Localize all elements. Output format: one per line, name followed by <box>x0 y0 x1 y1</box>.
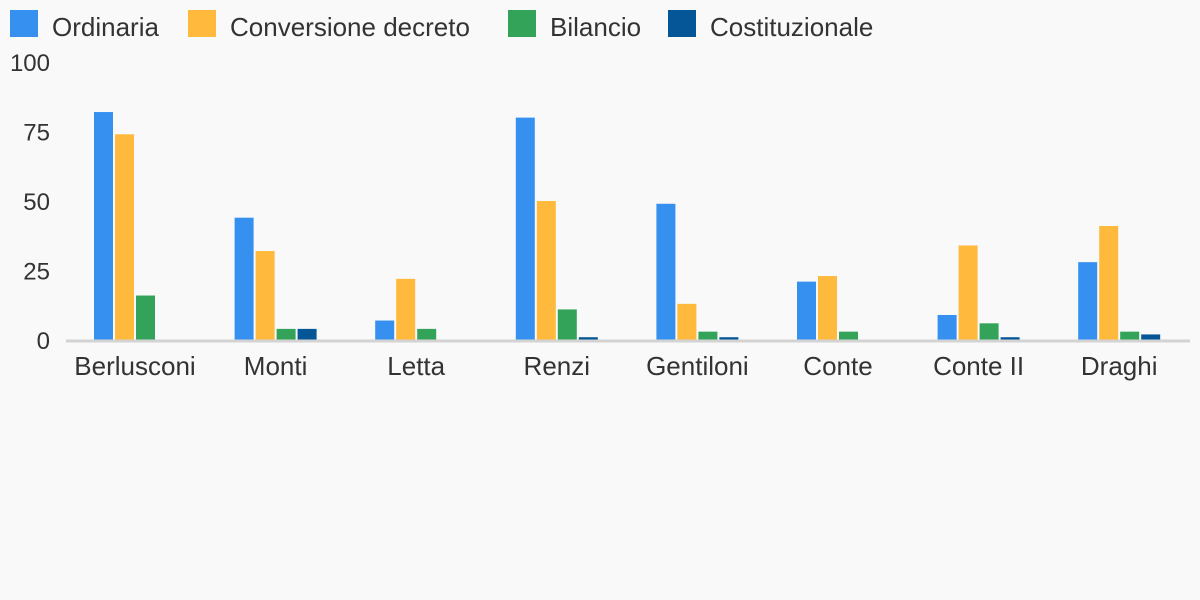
x-category-label: Conte II <box>933 351 1024 381</box>
bar <box>1120 331 1140 340</box>
bar <box>375 320 395 340</box>
legend-label-1: Ordinaria <box>52 12 159 42</box>
bar <box>937 314 957 340</box>
y-tick-label: 0 <box>37 328 50 355</box>
bar <box>656 203 676 340</box>
y-tick-label: 75 <box>23 120 50 147</box>
y-tick-label: 25 <box>23 259 50 286</box>
legend-label-2: Conversione decreto <box>230 12 470 42</box>
bar <box>94 112 113 340</box>
bar <box>719 337 739 340</box>
bars <box>94 112 1161 340</box>
x-category-label: Conte <box>803 351 872 381</box>
bar <box>1000 337 1020 340</box>
legend-swatch-1 <box>10 10 38 37</box>
x-category-label: Renzi <box>524 351 590 381</box>
bar <box>396 278 416 340</box>
legend-label-4: Costituzionale <box>710 12 873 42</box>
bar <box>115 134 134 340</box>
bar <box>1078 262 1098 340</box>
legend-swatch-2 <box>188 10 216 37</box>
bar <box>255 251 275 340</box>
y-tick-label: 50 <box>23 189 50 216</box>
y-axis-ticks: 0 25 50 75 100 <box>10 50 50 355</box>
bar <box>557 309 577 340</box>
bar <box>417 328 437 340</box>
bar <box>276 328 296 340</box>
x-axis-categories: Berlusconi Monti Letta Renzi Gentiloni Conte C… <box>74 351 1157 381</box>
bar <box>297 328 317 340</box>
bar <box>839 331 858 340</box>
bar <box>958 245 978 340</box>
legend-label-3: Bilancio <box>550 12 641 42</box>
bar <box>979 323 999 340</box>
x-category-label: Letta <box>387 351 445 381</box>
bar <box>234 217 254 340</box>
bar <box>136 295 155 340</box>
bar <box>1099 226 1119 340</box>
x-category-label: Monti <box>244 351 308 381</box>
y-tick-label: 100 <box>10 50 50 77</box>
bar <box>1141 334 1161 340</box>
legend: Ordinaria Conversione decreto Bilancio Cost… <box>10 10 873 42</box>
legend-swatch-4 <box>668 10 696 37</box>
bar <box>818 276 837 340</box>
bar <box>677 303 697 340</box>
bar <box>578 337 598 340</box>
legend-swatch-3 <box>508 10 536 37</box>
bar <box>536 201 556 340</box>
bar <box>515 117 535 340</box>
x-category-label: Gentiloni <box>646 351 749 381</box>
bar <box>797 281 816 340</box>
x-category-label: Draghi <box>1081 351 1158 381</box>
x-category-label: Berlusconi <box>74 351 195 381</box>
bar <box>698 331 718 340</box>
